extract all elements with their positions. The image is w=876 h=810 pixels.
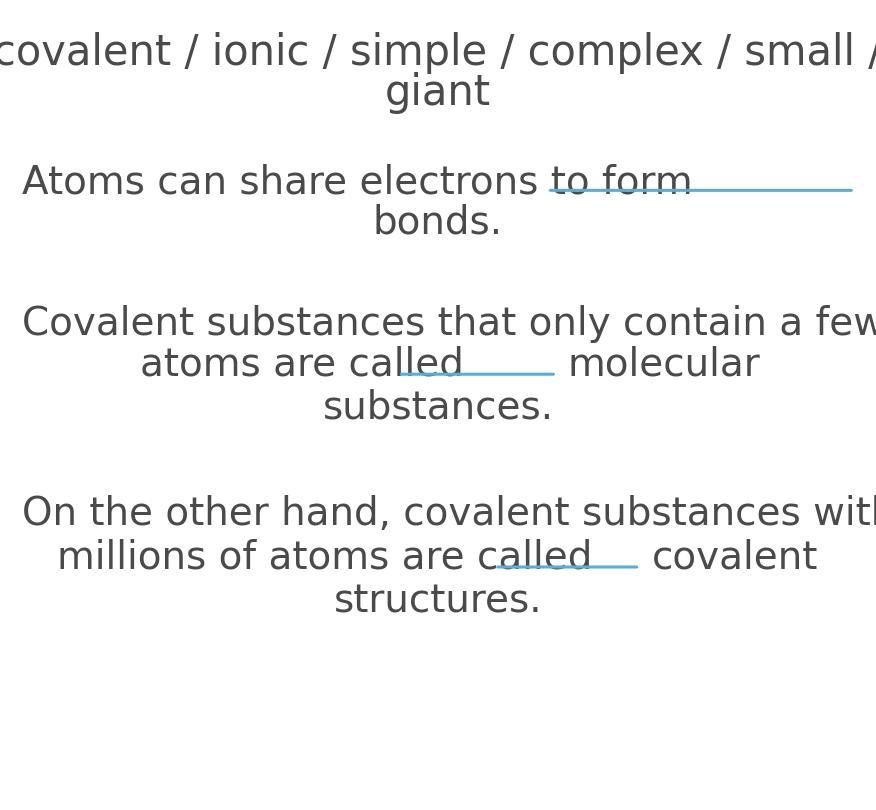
Text: Atoms can share electrons to form: Atoms can share electrons to form	[22, 164, 693, 201]
Text: covalent: covalent	[652, 539, 818, 576]
Text: covalent / ionic / simple / complex / small /: covalent / ionic / simple / complex / sm…	[0, 32, 876, 74]
Text: On the other hand, covalent substances with: On the other hand, covalent substances w…	[22, 496, 876, 533]
Text: Covalent substances that only contain a few: Covalent substances that only contain a …	[22, 305, 876, 343]
Text: millions of atoms are called: millions of atoms are called	[57, 539, 592, 576]
Text: giant: giant	[385, 72, 491, 114]
Text: bonds.: bonds.	[373, 204, 503, 241]
Text: atoms are called: atoms are called	[140, 346, 464, 383]
Text: molecular: molecular	[568, 346, 760, 383]
Text: substances.: substances.	[322, 389, 554, 426]
Text: structures.: structures.	[334, 582, 542, 620]
